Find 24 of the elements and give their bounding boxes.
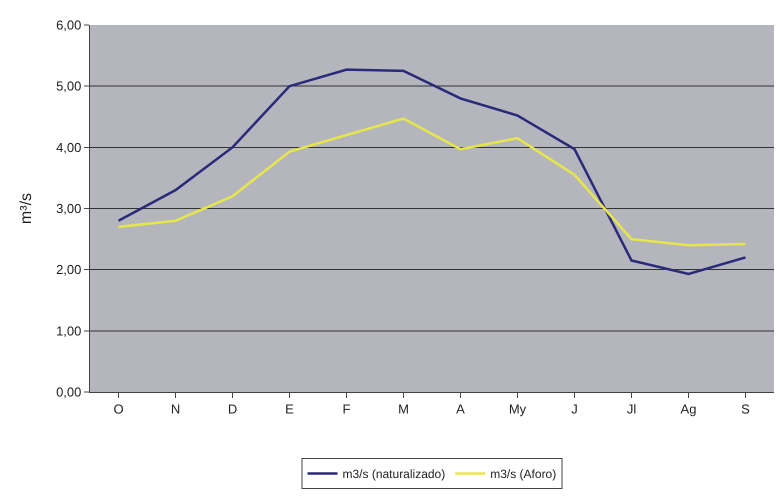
x-tick-label: E xyxy=(285,402,294,417)
legend-label: m3/s (Aforo) xyxy=(490,467,556,482)
x-tick-label: Jl xyxy=(626,402,636,417)
x-tick-label: A xyxy=(456,402,466,417)
x-tick-label: O xyxy=(113,402,124,417)
x-tick-label: D xyxy=(228,402,238,417)
y-tick-label: 0,00 xyxy=(56,384,82,400)
x-tick-label: J xyxy=(571,402,578,417)
y-tick-label: 6,00 xyxy=(56,18,82,33)
y-tick-label: 4,00 xyxy=(56,140,82,155)
line-series xyxy=(117,117,747,246)
legend-label: m3/s (naturalizado) xyxy=(342,467,446,482)
x-tick-label: N xyxy=(170,402,180,417)
x-tick-label: My xyxy=(508,402,527,417)
x-tick-label: F xyxy=(342,402,351,417)
y-axis-title: m³/s xyxy=(18,192,35,224)
y-tick-label: 1,00 xyxy=(56,323,82,338)
line-series xyxy=(117,68,747,276)
y-tick-label: 5,00 xyxy=(56,78,82,94)
y-tick-label: 2,00 xyxy=(56,262,82,278)
x-tick-label: M xyxy=(398,402,409,417)
x-tick-label: S xyxy=(741,402,750,417)
y-tick-label: 3,00 xyxy=(56,201,82,216)
x-tick-label: Ag xyxy=(680,402,696,417)
